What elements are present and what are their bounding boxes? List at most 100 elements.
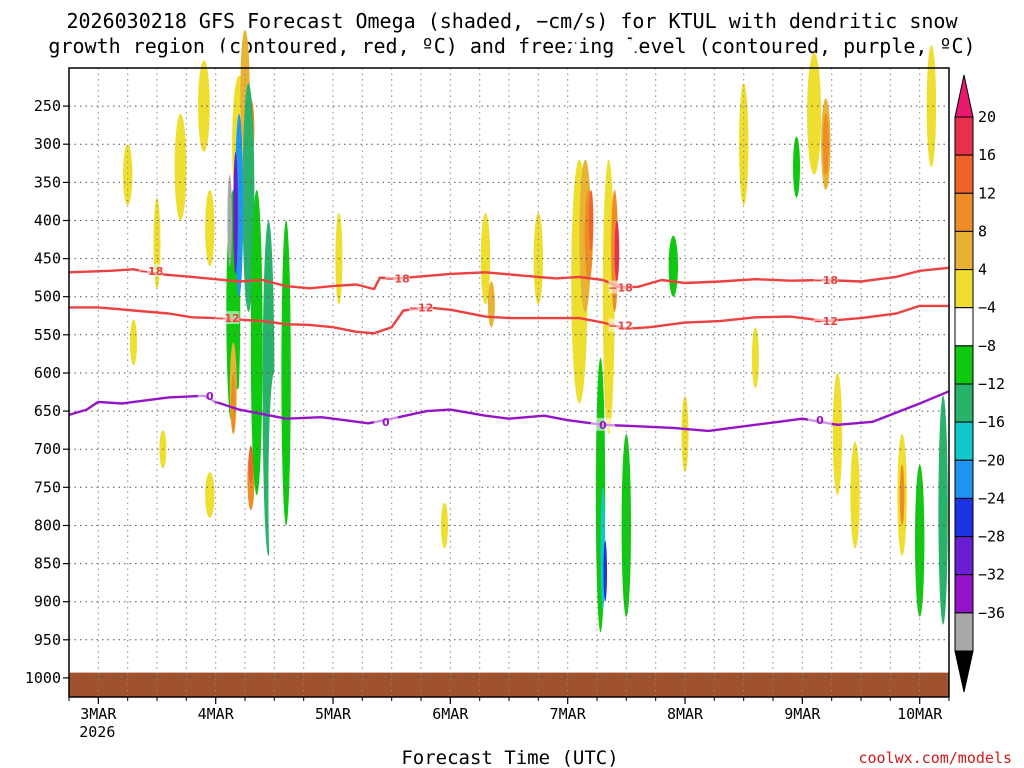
- colorbar-bin-1: [954, 116, 974, 156]
- x-tick-label-5MAR: 5MAR: [315, 705, 352, 723]
- omega-shading-cell-49: [588, 190, 594, 251]
- y-tick-label-650: 650: [34, 402, 61, 420]
- omega-shading-cell-60: [681, 395, 689, 473]
- y-tick-label-750: 750: [34, 478, 61, 496]
- freezing-level-contour-label-bg: [590, 417, 615, 431]
- y-tick-label-550: 550: [34, 326, 61, 344]
- contour-minus18-label-bg: [385, 271, 410, 285]
- contour-minus18-label-3: −18: [608, 282, 633, 295]
- omega-shading-cell-16: [242, 83, 255, 312]
- omega-shading-cell-1: [123, 144, 133, 206]
- colorbar-label-3: 12: [978, 184, 996, 202]
- freezing-level-contour-label-bg: [373, 414, 398, 428]
- omega-shading-cell-43: [533, 212, 543, 305]
- omega-shading-cell-5: [174, 113, 187, 221]
- omega-shading-cell-36: [452, 98, 460, 190]
- omega-shading-cell-35: [441, 502, 448, 549]
- omega-shading-cell-39: [487, 281, 495, 328]
- contour-minus18-line: [68, 266, 950, 291]
- colorbar-label-6: −4: [978, 299, 996, 317]
- colorbar-label-1: 20: [978, 108, 996, 126]
- x-tick-label-4MAR: 4MAR: [198, 705, 235, 723]
- y-tick-label-350: 350: [34, 173, 61, 191]
- omega-shading-cell-8: [205, 472, 215, 518]
- colorbar-top-arrow: [954, 74, 974, 118]
- colorbar-bin-10: [954, 459, 974, 499]
- omega-shading-cell-76: [915, 464, 925, 617]
- y-tick-label-400: 400: [34, 212, 61, 230]
- plot-area: −18 −18 −18 −18 −12 −12 −12 −12 0 0 0 0: [68, 29, 950, 697]
- omega-shading-cell-23: [248, 445, 254, 484]
- contour-minus12-label-bg: [608, 318, 633, 332]
- colorbar-label-14: −36: [978, 604, 1005, 622]
- contour-minus12-label-1: −12: [215, 312, 240, 325]
- omega-shading-cell-45: [568, 37, 579, 175]
- colorbar-label-13: −32: [978, 566, 1005, 584]
- chart-title-line-1: 2026030218 GFS Forecast Omega (shaded, −…: [66, 9, 958, 33]
- x-tick-label-10MAR: 10MAR: [897, 705, 943, 723]
- omega-shading-cell-2: [130, 319, 137, 366]
- credit-link[interactable]: coolwx.com/models: [858, 749, 1012, 767]
- colorbar-bin-3: [954, 192, 974, 232]
- y-tick-label-850: 850: [34, 555, 61, 573]
- omega-shading-cell-30: [315, 258, 328, 564]
- omega-shading-cell-59: [668, 235, 678, 297]
- y-tick-label-700: 700: [34, 440, 61, 458]
- colorbar-label-4: 8: [978, 222, 987, 240]
- omega-shading-cell-33: [376, 60, 384, 152]
- colorbar-label-11: −24: [978, 489, 1005, 507]
- colorbar-label-12: −28: [978, 528, 1005, 546]
- colorbar-bin-11: [954, 497, 974, 537]
- omega-shading-cell-58: [656, 121, 667, 198]
- freezing-level-contour-line: [68, 390, 950, 433]
- omega-shading-cell-34: [399, 83, 407, 145]
- y-tick-label-450: 450: [34, 250, 61, 268]
- omega-shading-cell-55: [614, 220, 620, 282]
- omega-shading-cell-29: [300, 174, 308, 297]
- colorbar-label-10: −20: [978, 451, 1005, 469]
- contour-minus18-label-bg: [139, 263, 164, 277]
- omega-shading-cell-26: [268, 373, 281, 617]
- omega-shading-cell-38: [480, 212, 491, 305]
- freezing-level-contour-label-3: 0: [599, 419, 607, 432]
- omega-shading-cell-66: [807, 52, 822, 175]
- freezing-level-contour-label-bg: [197, 388, 222, 402]
- omega-shading-cell-62: [739, 83, 749, 206]
- omega-shading-cell-37: [464, 312, 472, 373]
- x-tick-label-8MAR: 8MAR: [667, 705, 704, 723]
- omega-shading-cell-61: [716, 98, 724, 160]
- y-tick-label-1000: 1000: [25, 669, 61, 687]
- colorbar: 20 16 12 8 4 −4 −8 −12 −16 −20 −24 −28 −32 −36: [954, 74, 1005, 693]
- omega-shading-cell-63: [751, 327, 759, 389]
- omega-shading-cell-57: [627, 37, 637, 221]
- colorbar-bin-2: [954, 154, 974, 194]
- omega-shading-cell-44: [552, 113, 560, 175]
- y-tick-label-250: 250: [34, 97, 61, 115]
- omega-shading-cell-68: [822, 113, 829, 175]
- omega-shading-cell-77: [926, 45, 937, 168]
- x-axis-label: Forecast Time (UTC): [401, 747, 618, 768]
- omega-shading-cell-65: [793, 136, 800, 198]
- contour-minus12-label-4: −12: [814, 315, 839, 328]
- x-tick-label-7MAR: 7MAR: [550, 705, 587, 723]
- contour-minus18-label-4: −18: [814, 274, 839, 287]
- colorbar-bin-5: [954, 269, 974, 309]
- colorbar-bin-12: [954, 536, 974, 576]
- y-tick-label-500: 500: [34, 288, 61, 306]
- freezing-level-contour-label-4: 0: [816, 414, 824, 427]
- x-tick-label-3MAR: 3MAR: [80, 705, 117, 723]
- omega-shading-cell-73: [885, 121, 895, 244]
- omega-shading-cell-42: [516, 159, 526, 251]
- contour-minus18-label-1: −18: [139, 265, 164, 278]
- contour-minus18-label-2: −18: [385, 272, 410, 285]
- y-tick-label-900: 900: [34, 593, 61, 611]
- omega-shading-cell-7: [205, 190, 215, 267]
- colorbar-label-8: −12: [978, 375, 1005, 393]
- omega-shading-cell-18: [233, 151, 238, 274]
- contour-minus12-label-bg: [215, 311, 240, 325]
- colorbar-label-5: 4: [978, 261, 987, 279]
- contour-minus18-label-bg: [813, 273, 838, 286]
- colorbar-bin-8: [954, 383, 974, 423]
- colorbar-bin-13: [954, 574, 974, 614]
